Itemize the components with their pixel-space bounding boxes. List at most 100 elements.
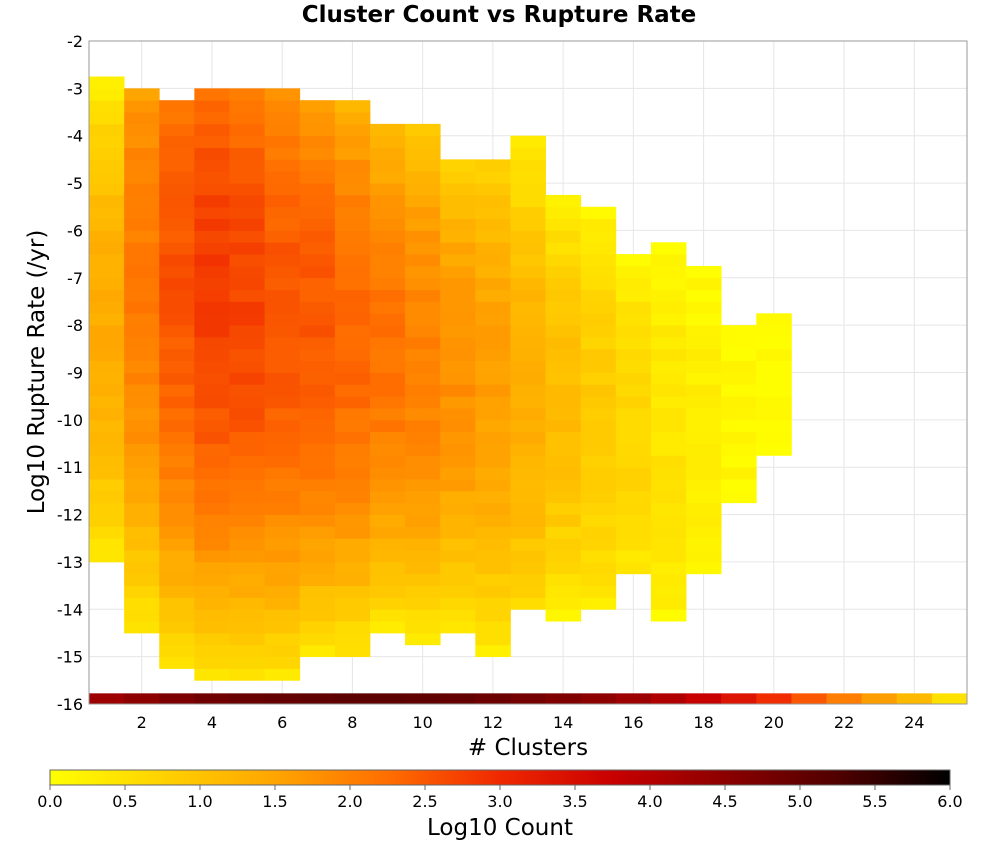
heatmap-cell	[510, 183, 546, 196]
heatmap-cell	[405, 490, 441, 504]
heatmap-cell	[299, 408, 336, 421]
heatmap-cell	[89, 301, 125, 314]
heatmap-cell	[580, 573, 617, 587]
heatmap-cell	[124, 597, 160, 610]
heatmap-cell	[299, 123, 336, 137]
heatmap-cell	[229, 408, 265, 421]
heatmap-cell	[299, 301, 336, 314]
heatmap-cell	[299, 218, 336, 231]
heatmap-cell	[475, 254, 511, 267]
heatmap-cell	[545, 218, 582, 231]
heatmap-cell	[299, 159, 336, 172]
heatmap-cell	[124, 277, 160, 291]
heatmap-cell	[475, 573, 511, 587]
heatmap-cell	[159, 419, 195, 433]
heatmap-cell	[229, 455, 265, 468]
heatmap-cell	[194, 455, 230, 468]
heatmap-cell	[264, 431, 301, 444]
heatmap-cell	[369, 502, 406, 515]
x-tick-label: 24	[904, 713, 924, 732]
heatmap-cell	[369, 384, 406, 397]
heatmap-cell	[229, 277, 265, 291]
heatmap-cell	[124, 431, 160, 444]
heatmap-cell	[510, 396, 546, 409]
heatmap-cell	[229, 502, 265, 515]
heatmap-cell	[124, 183, 160, 196]
heatmap-cell	[229, 431, 265, 444]
heatmap-cell	[264, 206, 301, 219]
colorbar-tick-label: 5.5	[862, 792, 887, 811]
heatmap-cell	[89, 372, 125, 385]
heatmap-cell	[159, 254, 195, 267]
heatmap-cell	[264, 277, 301, 291]
heatmap-cell	[229, 609, 265, 622]
heatmap-cell	[159, 526, 195, 539]
heatmap-cell	[194, 313, 230, 326]
heatmap-cell	[686, 289, 722, 302]
heatmap-cell	[194, 100, 230, 113]
heatmap-cell	[475, 644, 511, 658]
heatmap-cell	[475, 419, 511, 433]
heatmap-cell	[440, 419, 476, 433]
heatmap-cell	[89, 76, 125, 89]
heatmap-cell	[510, 550, 546, 563]
heatmap-cell	[89, 396, 125, 409]
heatmap-cell	[264, 135, 301, 148]
heatmap-cell	[545, 585, 582, 598]
heatmap-cell	[89, 159, 125, 172]
heatmap-cell	[229, 88, 265, 101]
heatmap-cell	[580, 526, 617, 539]
heatmap-cell	[510, 313, 546, 326]
heatmap-cell	[334, 467, 371, 480]
heatmap-cell	[615, 502, 652, 515]
heatmap-cell	[510, 455, 546, 468]
heatmap-cell	[299, 254, 336, 267]
heatmap-cell	[405, 159, 441, 172]
heatmap-cell	[475, 550, 511, 563]
y-tick-label: -16	[57, 695, 83, 714]
heatmap-cell	[264, 597, 301, 610]
heatmap-cell	[159, 632, 195, 646]
heatmap-cell	[229, 112, 265, 125]
heatmap-cell	[405, 479, 441, 492]
heatmap-cell-bottom-row	[896, 693, 933, 704]
heatmap-cell	[440, 348, 476, 362]
heatmap-cell	[229, 490, 265, 504]
heatmap-cell-bottom-row	[826, 693, 863, 704]
colorbar-tick-label: 1.0	[187, 792, 212, 811]
heatmap-cell	[159, 597, 195, 610]
heatmap-cell	[159, 135, 195, 148]
heatmap-cell	[124, 336, 160, 350]
x-axis-ticks: 2 4 6 8 10 12 14 16 18 20 22 24	[137, 713, 925, 732]
heatmap-cell	[159, 644, 195, 658]
heatmap-cell	[650, 396, 687, 409]
heatmap-cell	[334, 206, 371, 219]
heatmap-cell	[229, 147, 265, 160]
heatmap-cell	[229, 135, 265, 148]
heatmap-cell	[229, 301, 265, 314]
colorbar-tick-label: 3.0	[487, 792, 512, 811]
heatmap-cell	[299, 100, 336, 113]
heatmap-cell	[159, 372, 195, 385]
heatmap-cell	[650, 384, 687, 397]
heatmap-cell	[510, 502, 546, 515]
heatmap-cell	[159, 408, 195, 421]
heatmap-cell	[229, 597, 265, 610]
heatmap-cell	[510, 408, 546, 421]
heatmap-cell	[299, 325, 336, 338]
heatmap-cell	[264, 88, 301, 101]
heatmap-cell	[229, 372, 265, 385]
heatmap-cell	[299, 194, 336, 208]
heatmap-cell-bottom-row	[440, 693, 476, 704]
heatmap-cell	[475, 502, 511, 515]
heatmap-cell	[475, 206, 511, 219]
heatmap-cell	[229, 254, 265, 267]
heatmap-cell	[545, 289, 582, 302]
heatmap-cell	[721, 348, 757, 362]
heatmap-cell	[650, 443, 687, 456]
heatmap-cell	[440, 254, 476, 267]
heatmap-cell	[334, 502, 371, 515]
heatmap-cell	[545, 561, 582, 575]
heatmap-cell	[194, 585, 230, 598]
heatmap-cell	[615, 360, 652, 373]
